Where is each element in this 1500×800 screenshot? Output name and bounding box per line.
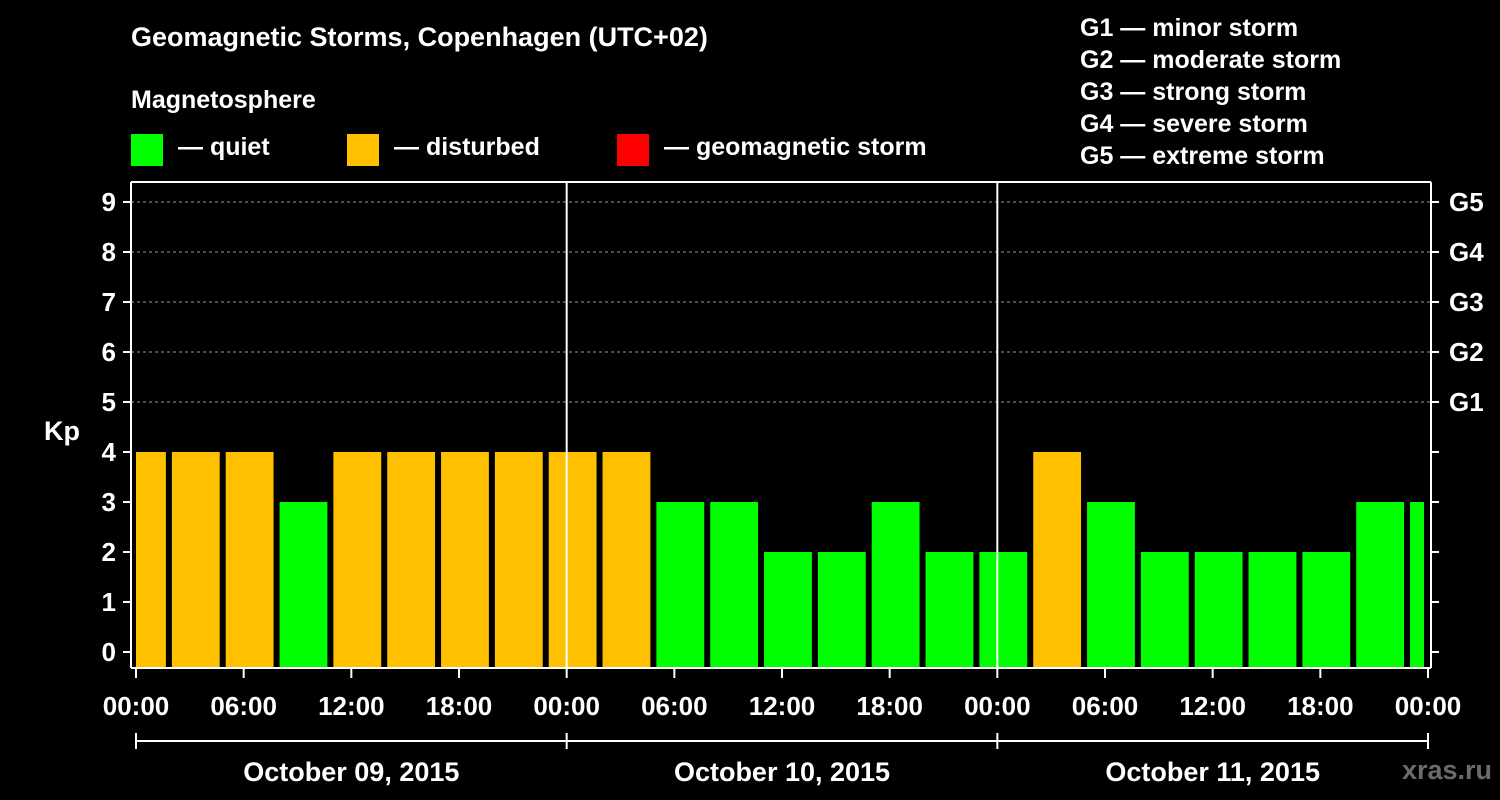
bar-kp — [1356, 502, 1405, 668]
bar-kp — [494, 452, 543, 668]
legend-label-quiet: — quiet — [178, 133, 270, 161]
x-tick-label: 00:00 — [1395, 691, 1462, 721]
x-tick-label: 06:00 — [1072, 691, 1139, 721]
day-label: October 09, 2015 — [243, 757, 459, 787]
storm-scale-g4: G4 — severe storm — [1080, 110, 1308, 138]
y-tick-label: 7 — [102, 287, 116, 317]
g-scale-label: G4 — [1449, 237, 1484, 267]
bar-kp — [602, 452, 651, 668]
bar-kp — [979, 552, 1028, 668]
bar-kp — [1248, 552, 1297, 668]
storm-scale-g5: G5 — extreme storm — [1080, 142, 1325, 170]
x-tick-label: 06:00 — [641, 691, 708, 721]
grid-lines — [131, 201, 1431, 403]
x-tick-label: 12:00 — [749, 691, 816, 721]
bar-kp — [817, 552, 866, 668]
x-tick-label: 12:00 — [318, 691, 385, 721]
bar-kp — [1194, 552, 1243, 668]
y-axis-label: Kp — [44, 416, 80, 446]
bar-kp — [764, 552, 812, 668]
bar-kp — [441, 452, 489, 668]
plot-frame — [130, 181, 1432, 669]
bar-kp — [1140, 552, 1189, 668]
bar-kp — [1302, 552, 1351, 668]
day-label: October 11, 2015 — [1105, 757, 1320, 787]
x-tick-label: 00:00 — [103, 691, 170, 721]
bar-kp — [333, 452, 382, 668]
axes: 0 1 2 3 4 5 6 7 8 9 G1 G2 G3 G4 G5 00:00 06:00 12:00 18:00… — [102, 187, 1485, 787]
g-scale-label: G1 — [1449, 387, 1484, 417]
bar-kp — [136, 452, 166, 668]
x-tick-label: 00:00 — [533, 691, 600, 721]
y-tick-label: 9 — [102, 187, 116, 217]
g-scale-label: G3 — [1449, 287, 1484, 317]
storm-scale-g2: G2 — moderate storm — [1080, 46, 1342, 74]
y-tick-label: 5 — [102, 387, 116, 417]
x-tick-label: 18:00 — [1287, 691, 1354, 721]
storm-scale-g3: G3 — strong storm — [1080, 78, 1307, 106]
bar-kp — [925, 552, 974, 668]
x-tick-label: 12:00 — [1179, 691, 1246, 721]
legend-swatch-storm — [617, 134, 649, 166]
bar-kp — [279, 502, 328, 668]
bar-kp — [171, 452, 220, 668]
bar-kp — [1087, 502, 1135, 668]
bar-kp — [387, 452, 436, 668]
g-scale-label: G2 — [1449, 337, 1484, 367]
y-tick-label: 2 — [102, 537, 116, 567]
magnetosphere-label: Magnetosphere — [131, 86, 316, 114]
bar-kp — [871, 502, 920, 668]
storm-scale-g1: G1 — minor storm — [1080, 14, 1299, 42]
y-tick-label: 4 — [102, 437, 117, 467]
legend-label-disturbed: — disturbed — [394, 133, 540, 161]
bars — [136, 452, 1424, 668]
bar-kp — [1410, 502, 1424, 668]
y-tick-label: 8 — [102, 237, 116, 267]
legend-swatch-disturbed — [347, 134, 379, 166]
x-tick-label: 18:00 — [856, 691, 923, 721]
watermark: xras.ru — [1401, 755, 1492, 785]
bar-kp — [225, 452, 274, 668]
day-label: October 10, 2015 — [674, 757, 890, 787]
bar-kp — [656, 502, 705, 668]
x-tick-label: 18:00 — [426, 691, 493, 721]
g-scale-label: G5 — [1449, 187, 1484, 217]
bar-kp — [1033, 452, 1082, 668]
y-tick-label: 1 — [102, 587, 116, 617]
x-tick-label: 06:00 — [210, 691, 277, 721]
y-tick-label: 6 — [102, 337, 116, 367]
y-tick-label: 3 — [102, 487, 116, 517]
bar-kp — [548, 452, 597, 668]
legend-label-storm: — geomagnetic storm — [664, 133, 927, 161]
x-tick-label: 00:00 — [964, 691, 1031, 721]
legend-swatch-quiet — [131, 134, 163, 166]
y-tick-label: 0 — [102, 637, 116, 667]
bar-kp — [710, 502, 759, 668]
chart-title: Geomagnetic Storms, Copenhagen (UTC+02) — [131, 22, 708, 52]
